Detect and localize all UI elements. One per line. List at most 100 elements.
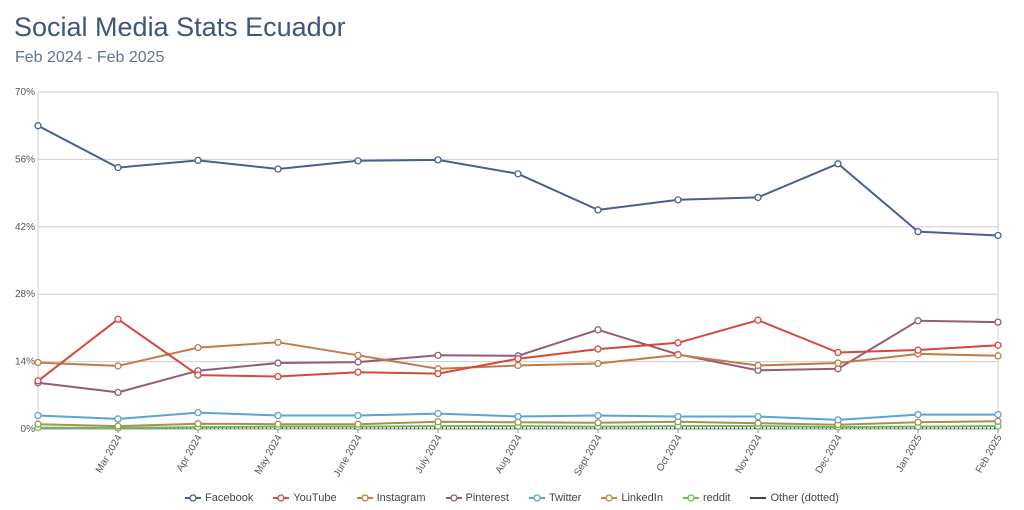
data-point-twitter[interactable] (674, 412, 682, 421)
x-tick-label: Feb 2025 (974, 433, 1005, 475)
legend-item-reddit[interactable]: reddit (682, 492, 730, 504)
legend: Facebook YouTube Instagram Pinterest Twitter… (0, 492, 1024, 504)
legend-item-other-dotted[interactable]: Other (dotted) (750, 492, 839, 504)
data-point-youtube[interactable] (754, 316, 762, 324)
data-point-instagram[interactable] (674, 351, 682, 359)
series-twitter (34, 408, 1002, 424)
x-tick-label: Oct 2024 (655, 433, 685, 474)
data-point-facebook[interactable] (434, 156, 442, 164)
data-point-youtube[interactable] (354, 368, 362, 376)
data-point-twitter[interactable] (274, 411, 282, 420)
data-point-instagram[interactable] (994, 352, 1002, 360)
data-point-twitter[interactable] (594, 411, 602, 420)
series-line-youtube (37, 318, 999, 382)
data-point-linkedin[interactable] (994, 417, 1002, 425)
legend-item-linkedin[interactable]: LinkedIn (601, 492, 663, 504)
data-point-twitter[interactable] (754, 412, 762, 421)
data-point-instagram[interactable] (754, 361, 762, 370)
data-point-twitter[interactable] (914, 410, 922, 419)
x-tick-label: Apr 2024 (175, 433, 205, 474)
data-point-facebook[interactable] (354, 157, 362, 165)
legend-marker-icon (682, 494, 699, 502)
data-point-facebook[interactable] (834, 160, 842, 168)
x-axis-labels: Mar 2024 Apr 2024 May 2024 June 2024 July 20… (94, 429, 1005, 479)
data-point-youtube[interactable] (674, 339, 682, 347)
chart-subtitle: Feb 2024 - Feb 2025 (15, 49, 165, 66)
data-point-twitter[interactable] (34, 411, 42, 420)
data-point-linkedin[interactable] (114, 422, 122, 430)
data-point-instagram[interactable] (114, 362, 122, 370)
data-point-pinterest[interactable] (834, 365, 842, 373)
legend-item-youtube[interactable]: YouTube (273, 492, 337, 504)
data-point-facebook[interactable] (754, 193, 762, 202)
data-point-facebook[interactable] (594, 206, 602, 214)
data-point-facebook[interactable] (274, 165, 282, 173)
data-point-linkedin[interactable] (194, 420, 202, 428)
y-tick-label: 14% (15, 357, 35, 368)
data-point-pinterest[interactable] (354, 358, 362, 366)
data-point-instagram[interactable] (514, 361, 522, 370)
data-point-youtube[interactable] (194, 371, 202, 379)
data-point-pinterest[interactable] (114, 388, 122, 397)
data-point-twitter[interactable] (994, 410, 1002, 419)
x-tick-label: May 2024 (253, 433, 285, 477)
x-tick-label: Jan 2025 (894, 433, 924, 475)
data-point-instagram[interactable] (34, 358, 42, 367)
series-line-facebook (37, 124, 999, 237)
data-point-instagram[interactable] (274, 338, 282, 346)
legend-label: LinkedIn (621, 492, 663, 504)
data-point-facebook[interactable] (34, 122, 42, 130)
data-point-youtube[interactable] (594, 345, 602, 353)
data-point-youtube[interactable] (34, 377, 42, 385)
data-point-pinterest[interactable] (274, 359, 282, 367)
legend-item-facebook[interactable]: Facebook (185, 492, 253, 504)
data-point-linkedin[interactable] (434, 418, 442, 426)
data-point-twitter[interactable] (834, 416, 842, 424)
data-point-pinterest[interactable] (914, 317, 922, 325)
legend-label: Facebook (205, 492, 254, 504)
legend-marker-icon (273, 494, 290, 502)
data-point-twitter[interactable] (194, 408, 202, 417)
data-point-linkedin[interactable] (354, 420, 362, 428)
data-point-linkedin[interactable] (914, 418, 922, 426)
data-point-youtube[interactable] (274, 372, 282, 381)
data-point-pinterest[interactable] (434, 351, 442, 359)
data-point-linkedin[interactable] (34, 420, 42, 428)
legend-label: Twitter (548, 492, 582, 504)
data-point-twitter[interactable] (354, 411, 362, 420)
y-axis-labels: 0% 14% 28% 42% 56% 70% (15, 87, 35, 435)
data-point-facebook[interactable] (194, 156, 202, 165)
data-point-youtube[interactable] (434, 369, 442, 378)
data-point-linkedin[interactable] (754, 419, 762, 427)
legend-item-instagram[interactable]: Instagram (356, 492, 426, 504)
data-point-twitter[interactable] (434, 409, 442, 418)
legend-item-pinterest[interactable]: Pinterest (445, 492, 509, 504)
data-point-facebook[interactable] (994, 231, 1002, 240)
data-point-youtube[interactable] (994, 341, 1002, 349)
legend-item-twitter[interactable]: Twitter (528, 492, 582, 504)
data-point-youtube[interactable] (514, 355, 522, 363)
data-point-instagram[interactable] (834, 359, 842, 367)
x-tick-label: Dec 2024 (814, 433, 845, 476)
data-point-facebook[interactable] (914, 227, 922, 236)
data-point-facebook[interactable] (514, 170, 522, 178)
data-point-twitter[interactable] (514, 412, 522, 421)
data-point-instagram[interactable] (594, 359, 602, 368)
data-point-instagram[interactable] (194, 343, 202, 352)
data-point-pinterest[interactable] (594, 326, 602, 334)
data-point-linkedin[interactable] (274, 420, 282, 428)
data-point-linkedin[interactable] (594, 419, 602, 427)
data-point-youtube[interactable] (834, 348, 842, 357)
data-point-youtube[interactable] (914, 346, 922, 354)
x-tick-label: June 2024 (332, 433, 365, 479)
data-point-facebook[interactable] (674, 196, 682, 204)
y-tick-label: 42% (15, 222, 35, 233)
data-point-youtube[interactable] (114, 315, 122, 323)
x-tick-label: Aug 2024 (494, 433, 525, 476)
data-point-instagram[interactable] (354, 351, 362, 359)
legend-label: YouTube (293, 492, 337, 504)
data-point-facebook[interactable] (114, 163, 122, 172)
data-point-linkedin[interactable] (514, 418, 522, 426)
data-point-twitter[interactable] (114, 415, 122, 423)
data-point-pinterest[interactable] (994, 318, 1002, 326)
